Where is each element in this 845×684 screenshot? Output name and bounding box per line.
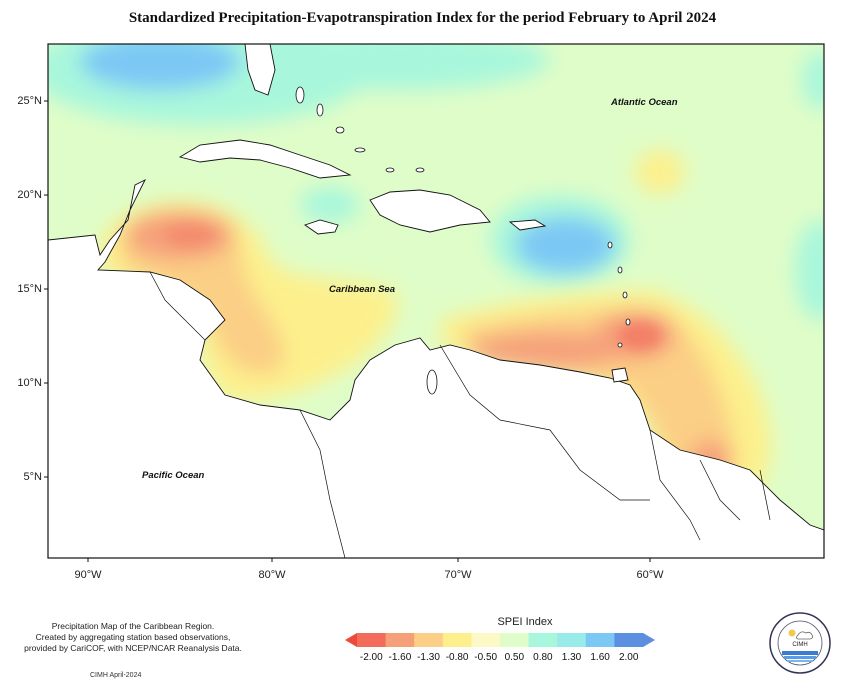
lon-tick-label: 70°W <box>444 569 472 581</box>
logo-text: CIMH <box>792 642 807 648</box>
cloud-icon <box>796 631 814 640</box>
legend-tick-label: -1.30 <box>417 652 440 663</box>
sun-icon <box>788 629 796 637</box>
legend-tick-label: 0.50 <box>504 652 525 663</box>
legend-swatch <box>442 633 472 647</box>
pacific-ocean-label: Pacific Ocean <box>142 470 205 481</box>
lat-tick-label: 5°N <box>23 471 42 483</box>
legend-swatch <box>357 633 387 647</box>
legend-swatch <box>385 633 415 647</box>
atlantic-ocean-label: Atlantic Ocean <box>611 97 678 108</box>
map-credit: CIMH April-2024 <box>90 672 142 679</box>
caribbean-sea-label: Caribbean Sea <box>329 284 395 295</box>
cimh-logo: CIMH <box>769 612 831 674</box>
axis-ticks <box>44 100 651 562</box>
lat-tick-label: 20°N <box>17 189 42 201</box>
lon-tick-label: 80°W <box>258 569 286 581</box>
legend-swatch <box>414 633 444 647</box>
legend-tick-label: 1.30 <box>561 652 582 663</box>
legend-tick-label: 2.00 <box>618 652 639 663</box>
lat-tick-label: 10°N <box>17 377 42 389</box>
legend-tick-label: -1.60 <box>388 652 412 663</box>
legend-color-bar <box>345 633 655 647</box>
legend-swatch <box>557 633 587 647</box>
lat-tick-label: 25°N <box>17 95 42 107</box>
wet-anomalies <box>48 44 824 320</box>
legend-tick-label: 1.60 <box>590 652 610 663</box>
legend-swatch <box>528 633 558 647</box>
legend-tick-label: 0.80 <box>533 652 553 663</box>
legend-arrow-right <box>643 633 655 647</box>
legend-swatch <box>585 633 615 647</box>
lon-tick-label: 90°W <box>74 569 102 581</box>
legend-title: SPEI Index <box>497 616 553 628</box>
lat-tick-label: 15°N <box>17 283 42 295</box>
lon-tick-label: 60°W <box>636 569 664 581</box>
legend-tick-label: -0.80 <box>445 652 469 663</box>
legend-tick-label: -2.00 <box>359 652 383 663</box>
map-title: Standardized Precipitation-Evapotranspir… <box>128 10 717 26</box>
legend-swatch <box>614 633 644 647</box>
legend-tick-label: -0.50 <box>474 652 498 663</box>
country-borders <box>149 271 771 558</box>
small-islands <box>295 86 631 395</box>
legend-swatch <box>471 633 501 647</box>
legend-arrow-left <box>345 633 357 647</box>
legend-swatch <box>500 633 530 647</box>
map-footnote: Precipitation Map of the Caribbean Regio… <box>24 621 242 653</box>
map-frame <box>47 43 825 559</box>
land-masses <box>48 44 824 558</box>
